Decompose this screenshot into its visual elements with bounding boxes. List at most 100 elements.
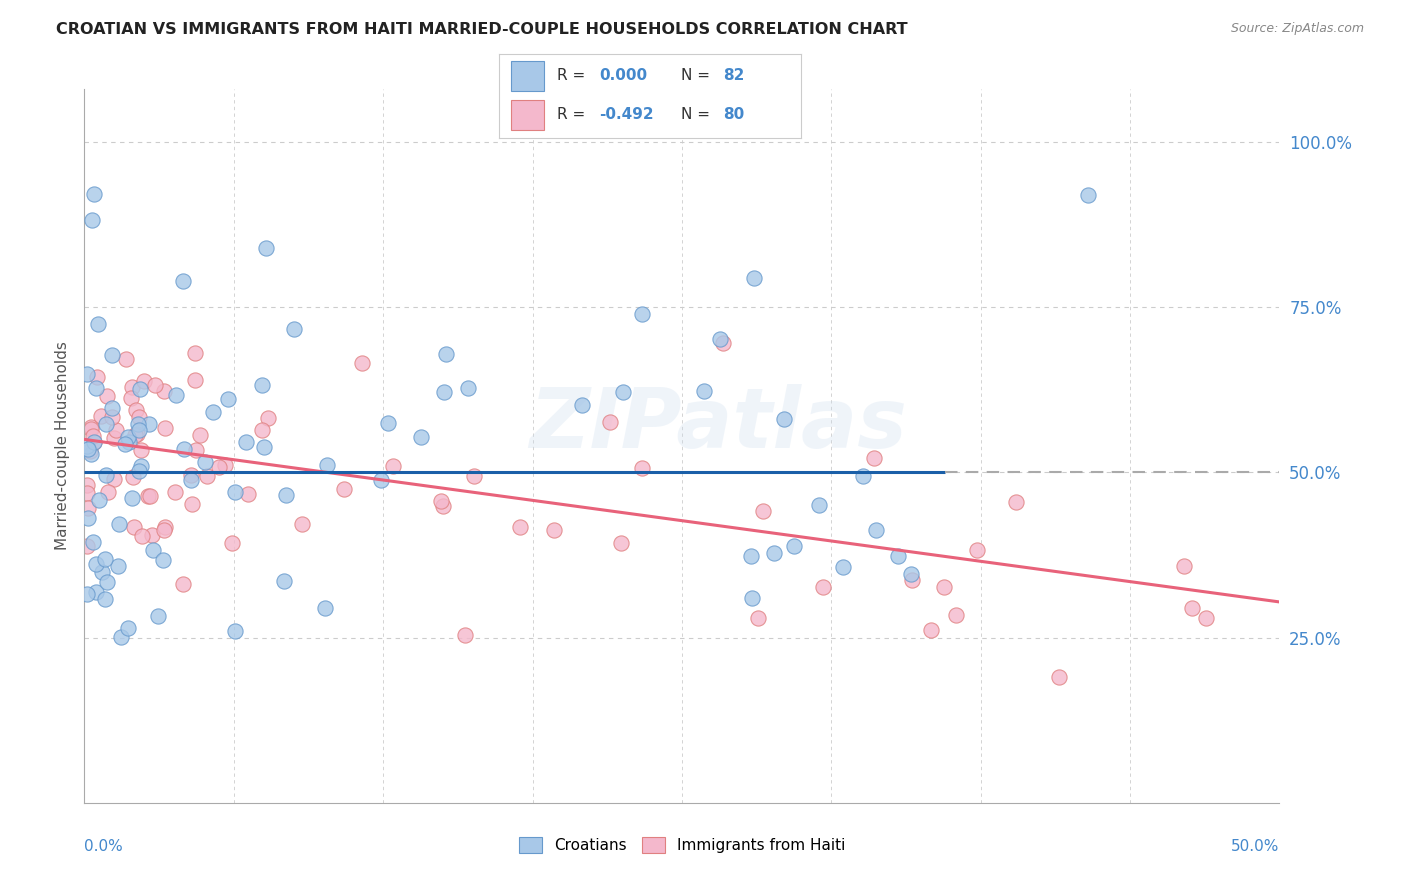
Point <box>94 552 117 566</box>
Point <box>84 557 107 571</box>
Point <box>110 630 132 644</box>
Point <box>82 213 104 227</box>
Point <box>107 558 129 573</box>
Point <box>274 488 297 502</box>
Point <box>90 409 112 423</box>
Point <box>214 458 236 473</box>
Y-axis label: Married-couple Households: Married-couple Households <box>55 342 70 550</box>
Point <box>86 585 108 599</box>
Point <box>630 307 652 321</box>
Point <box>94 417 117 431</box>
Point <box>134 374 156 388</box>
Point <box>599 415 621 429</box>
Point <box>82 429 104 443</box>
Point <box>1173 559 1195 574</box>
Point <box>188 427 211 442</box>
Point <box>863 450 886 465</box>
Point <box>155 421 177 435</box>
Point <box>543 523 565 537</box>
Point <box>184 345 207 359</box>
Point <box>763 546 786 560</box>
Point <box>434 347 457 361</box>
Point <box>571 398 593 412</box>
Point <box>76 587 98 601</box>
Point <box>76 539 98 553</box>
Point <box>457 381 479 395</box>
Point <box>254 241 277 255</box>
Point <box>152 553 174 567</box>
Point <box>141 528 163 542</box>
Point <box>250 377 273 392</box>
Point <box>86 381 108 395</box>
Point <box>832 559 855 574</box>
Point <box>752 504 775 518</box>
Point <box>97 484 120 499</box>
Point <box>945 608 967 623</box>
Point <box>76 478 98 492</box>
Point <box>333 483 356 497</box>
Point <box>377 416 399 430</box>
Point <box>86 370 108 384</box>
Point <box>129 459 152 474</box>
Text: 50.0%: 50.0% <box>1232 839 1279 855</box>
Point <box>83 186 105 201</box>
Point <box>153 523 176 537</box>
Point <box>103 472 125 486</box>
Point <box>900 566 922 581</box>
Point <box>128 423 150 437</box>
Point <box>1005 495 1028 509</box>
Point <box>120 391 142 405</box>
Point <box>381 459 404 474</box>
FancyBboxPatch shape <box>512 62 544 91</box>
Point <box>172 577 194 591</box>
Point <box>433 384 456 399</box>
Point <box>252 423 274 437</box>
Point <box>108 516 131 531</box>
Point <box>138 489 160 503</box>
Point <box>128 409 150 424</box>
Point <box>117 621 139 635</box>
Point <box>155 519 177 533</box>
Point <box>131 529 153 543</box>
Point <box>1195 611 1218 625</box>
Point <box>783 539 806 553</box>
Point <box>711 336 734 351</box>
Point <box>121 491 143 505</box>
Point <box>217 392 239 407</box>
Point <box>693 384 716 399</box>
Text: 82: 82 <box>723 69 744 84</box>
Text: 80: 80 <box>723 107 744 122</box>
Point <box>509 520 531 534</box>
Point <box>612 385 634 400</box>
Text: N =: N = <box>681 107 710 122</box>
Point <box>96 575 118 590</box>
Point <box>208 460 231 475</box>
Point <box>202 405 225 419</box>
Point <box>82 535 104 549</box>
Point <box>180 497 202 511</box>
Legend: Croatians, Immigrants from Haiti: Croatians, Immigrants from Haiti <box>513 831 851 859</box>
Point <box>273 574 295 589</box>
Point <box>224 485 246 500</box>
Point <box>852 469 875 483</box>
Text: CROATIAN VS IMMIGRANTS FROM HAITI MARRIED-COUPLE HOUSEHOLDS CORRELATION CHART: CROATIAN VS IMMIGRANTS FROM HAITI MARRIE… <box>56 22 908 37</box>
Point <box>630 461 652 475</box>
Point <box>142 542 165 557</box>
Point <box>370 473 392 487</box>
Point <box>253 440 276 454</box>
Text: ZIPatlas: ZIPatlas <box>529 384 907 465</box>
Point <box>921 623 943 637</box>
Point <box>184 373 207 387</box>
Point <box>83 435 105 450</box>
Point <box>76 486 98 500</box>
Text: -0.492: -0.492 <box>599 107 654 122</box>
Text: R =: R = <box>557 107 585 122</box>
Point <box>463 469 485 483</box>
Point <box>291 517 314 532</box>
Point <box>80 422 103 436</box>
Point <box>742 271 765 285</box>
Point <box>94 592 117 607</box>
FancyBboxPatch shape <box>512 100 544 130</box>
Point <box>173 442 195 457</box>
Point <box>122 470 145 484</box>
